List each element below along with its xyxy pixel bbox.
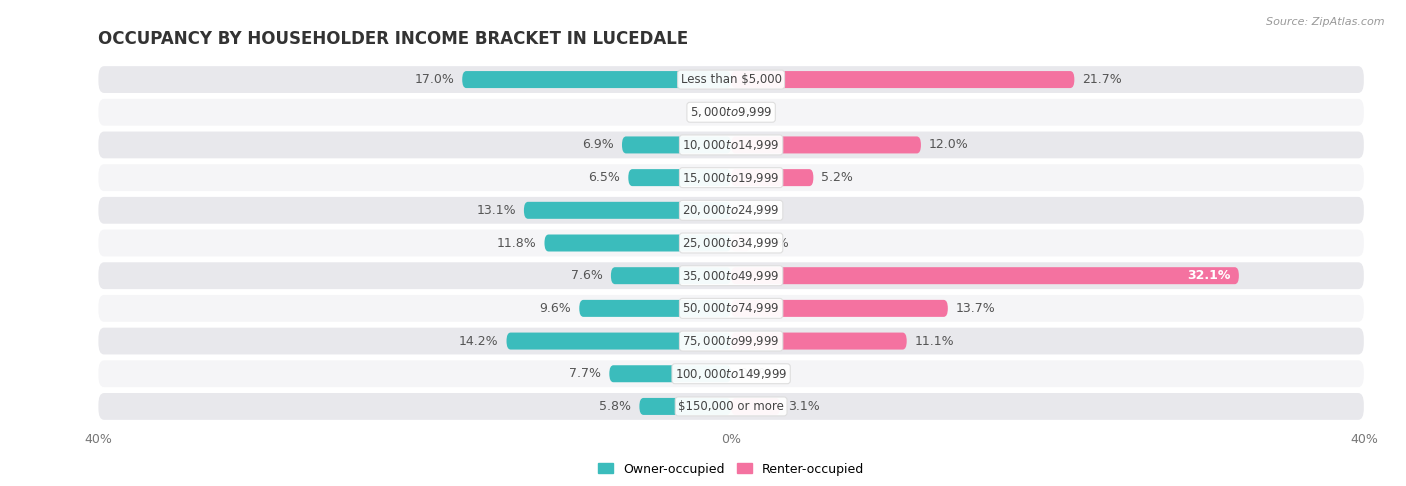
FancyBboxPatch shape [640, 398, 731, 415]
FancyBboxPatch shape [98, 393, 1364, 420]
FancyBboxPatch shape [621, 137, 731, 154]
FancyBboxPatch shape [98, 360, 1364, 387]
FancyBboxPatch shape [731, 235, 751, 251]
FancyBboxPatch shape [544, 235, 731, 251]
FancyBboxPatch shape [98, 262, 1364, 289]
Text: 14.2%: 14.2% [458, 334, 499, 347]
Text: 3.1%: 3.1% [787, 400, 820, 413]
FancyBboxPatch shape [98, 197, 1364, 224]
FancyBboxPatch shape [506, 332, 731, 349]
Text: 7.6%: 7.6% [571, 269, 603, 282]
Text: OCCUPANCY BY HOUSEHOLDER INCOME BRACKET IN LUCEDALE: OCCUPANCY BY HOUSEHOLDER INCOME BRACKET … [98, 31, 689, 49]
Text: $50,000 to $74,999: $50,000 to $74,999 [682, 301, 780, 315]
FancyBboxPatch shape [98, 66, 1364, 93]
FancyBboxPatch shape [731, 137, 921, 154]
Text: $15,000 to $19,999: $15,000 to $19,999 [682, 171, 780, 185]
Text: $35,000 to $49,999: $35,000 to $49,999 [682, 269, 780, 283]
FancyBboxPatch shape [98, 164, 1364, 191]
Text: 5.2%: 5.2% [821, 171, 853, 184]
Text: 13.7%: 13.7% [956, 302, 995, 315]
FancyBboxPatch shape [98, 229, 1364, 257]
FancyBboxPatch shape [610, 267, 731, 284]
Text: 0.0%: 0.0% [740, 367, 770, 380]
FancyBboxPatch shape [609, 365, 731, 382]
Text: $20,000 to $24,999: $20,000 to $24,999 [682, 203, 780, 217]
Text: $25,000 to $34,999: $25,000 to $34,999 [682, 236, 780, 250]
Text: $100,000 to $149,999: $100,000 to $149,999 [675, 367, 787, 381]
FancyBboxPatch shape [731, 398, 780, 415]
Text: Less than $5,000: Less than $5,000 [681, 73, 782, 86]
Text: 7.7%: 7.7% [569, 367, 602, 380]
Text: 0.0%: 0.0% [692, 106, 723, 119]
Text: 11.1%: 11.1% [914, 334, 955, 347]
FancyBboxPatch shape [524, 202, 731, 219]
Text: $5,000 to $9,999: $5,000 to $9,999 [690, 105, 772, 119]
FancyBboxPatch shape [98, 99, 1364, 126]
FancyBboxPatch shape [731, 300, 948, 317]
Text: $75,000 to $99,999: $75,000 to $99,999 [682, 334, 780, 348]
Text: 32.1%: 32.1% [1188, 269, 1232, 282]
FancyBboxPatch shape [731, 169, 813, 186]
Text: 5.8%: 5.8% [599, 400, 631, 413]
Text: 9.6%: 9.6% [540, 302, 571, 315]
Text: $10,000 to $14,999: $10,000 to $14,999 [682, 138, 780, 152]
FancyBboxPatch shape [98, 132, 1364, 158]
FancyBboxPatch shape [98, 295, 1364, 322]
Text: 12.0%: 12.0% [929, 139, 969, 152]
FancyBboxPatch shape [731, 332, 907, 349]
Text: 1.2%: 1.2% [758, 237, 790, 249]
FancyBboxPatch shape [463, 71, 731, 88]
Text: 6.5%: 6.5% [589, 171, 620, 184]
FancyBboxPatch shape [628, 169, 731, 186]
Text: 13.1%: 13.1% [477, 204, 516, 217]
Text: 0.0%: 0.0% [740, 106, 770, 119]
Text: 11.8%: 11.8% [496, 237, 537, 249]
FancyBboxPatch shape [579, 300, 731, 317]
Text: 21.7%: 21.7% [1083, 73, 1122, 86]
Text: $150,000 or more: $150,000 or more [678, 400, 785, 413]
FancyBboxPatch shape [731, 267, 1239, 284]
FancyBboxPatch shape [731, 71, 1074, 88]
Text: 6.9%: 6.9% [582, 139, 614, 152]
Text: Source: ZipAtlas.com: Source: ZipAtlas.com [1267, 17, 1385, 27]
FancyBboxPatch shape [98, 328, 1364, 354]
Text: 0.0%: 0.0% [740, 204, 770, 217]
Text: 17.0%: 17.0% [415, 73, 454, 86]
Legend: Owner-occupied, Renter-occupied: Owner-occupied, Renter-occupied [593, 457, 869, 481]
